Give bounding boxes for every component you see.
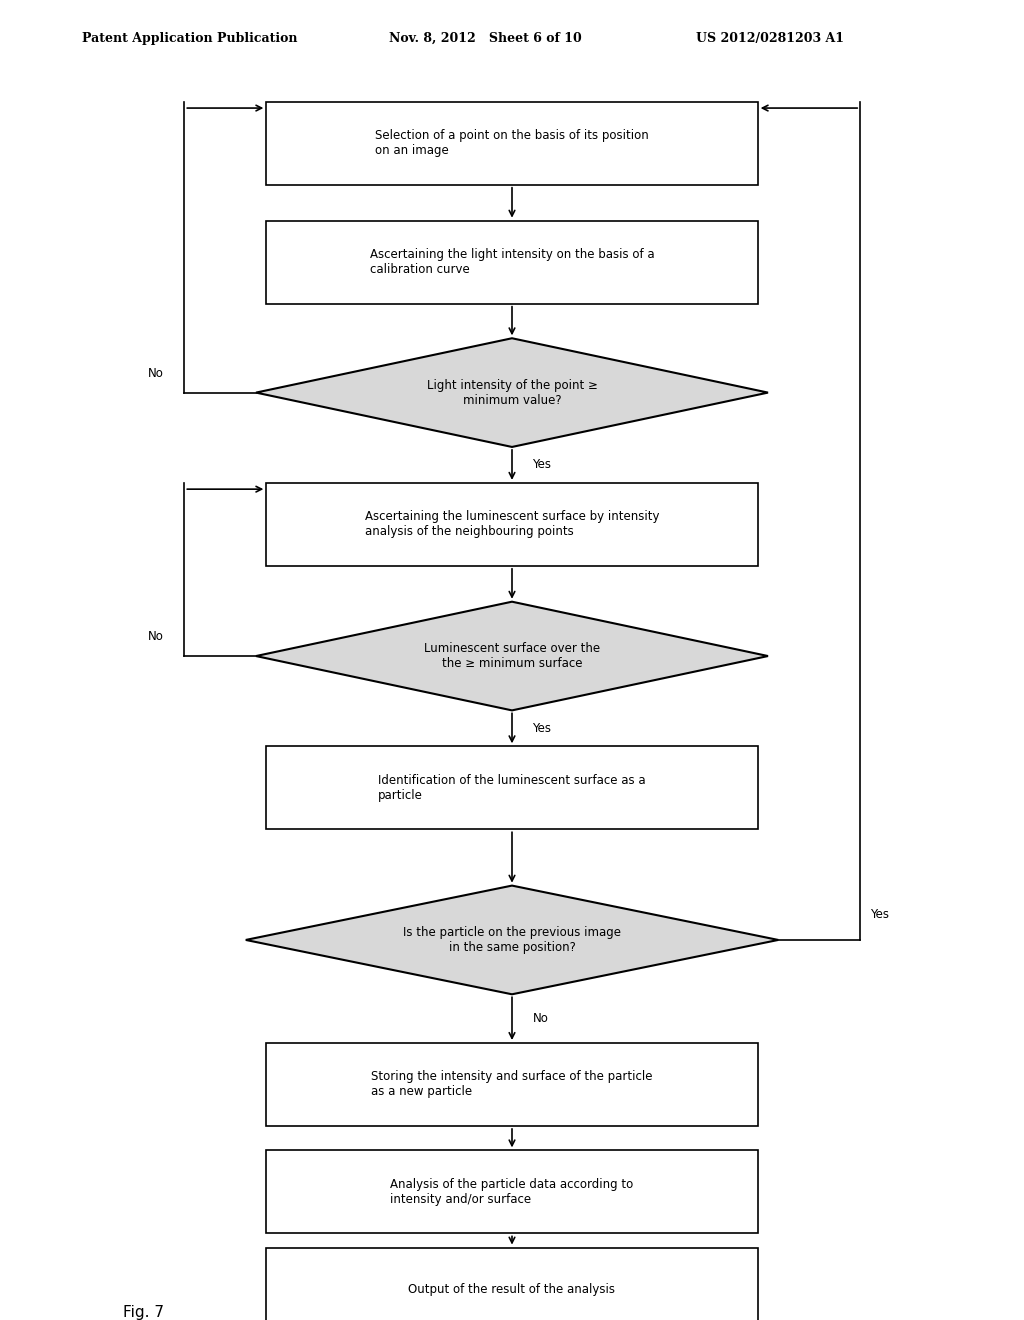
Text: Yes: Yes [870, 908, 890, 921]
Text: Light intensity of the point ≥
minimum value?: Light intensity of the point ≥ minimum v… [427, 379, 597, 407]
Text: No: No [532, 1012, 549, 1026]
Text: Storing the intensity and surface of the particle
as a new particle: Storing the intensity and surface of the… [372, 1071, 652, 1098]
Polygon shape [246, 886, 778, 994]
Text: Fig. 7: Fig. 7 [123, 1304, 164, 1320]
Text: No: No [147, 630, 164, 643]
Text: Yes: Yes [532, 458, 552, 471]
Text: Output of the result of the analysis: Output of the result of the analysis [409, 1283, 615, 1295]
Text: Luminescent surface over the
the ≥ minimum surface: Luminescent surface over the the ≥ minim… [424, 642, 600, 671]
Text: Selection of a point on the basis of its position
on an image: Selection of a point on the basis of its… [375, 129, 649, 157]
FancyBboxPatch shape [266, 1150, 758, 1233]
FancyBboxPatch shape [266, 1043, 758, 1126]
FancyBboxPatch shape [266, 1247, 758, 1320]
Text: Patent Application Publication: Patent Application Publication [82, 32, 297, 45]
Text: No: No [147, 367, 164, 380]
Text: Yes: Yes [532, 722, 552, 735]
FancyBboxPatch shape [266, 102, 758, 185]
FancyBboxPatch shape [266, 483, 758, 566]
FancyBboxPatch shape [266, 746, 758, 829]
Text: Ascertaining the luminescent surface by intensity
analysis of the neighbouring p: Ascertaining the luminescent surface by … [365, 511, 659, 539]
Text: Identification of the luminescent surface as a
particle: Identification of the luminescent surfac… [378, 774, 646, 801]
Text: Analysis of the particle data according to
intensity and/or surface: Analysis of the particle data according … [390, 1177, 634, 1206]
Text: US 2012/0281203 A1: US 2012/0281203 A1 [696, 32, 845, 45]
Text: Nov. 8, 2012   Sheet 6 of 10: Nov. 8, 2012 Sheet 6 of 10 [389, 32, 582, 45]
Text: Is the particle on the previous image
in the same position?: Is the particle on the previous image in… [403, 925, 621, 954]
Text: Ascertaining the light intensity on the basis of a
calibration curve: Ascertaining the light intensity on the … [370, 248, 654, 276]
Polygon shape [256, 602, 768, 710]
Polygon shape [256, 338, 768, 447]
FancyBboxPatch shape [266, 220, 758, 304]
